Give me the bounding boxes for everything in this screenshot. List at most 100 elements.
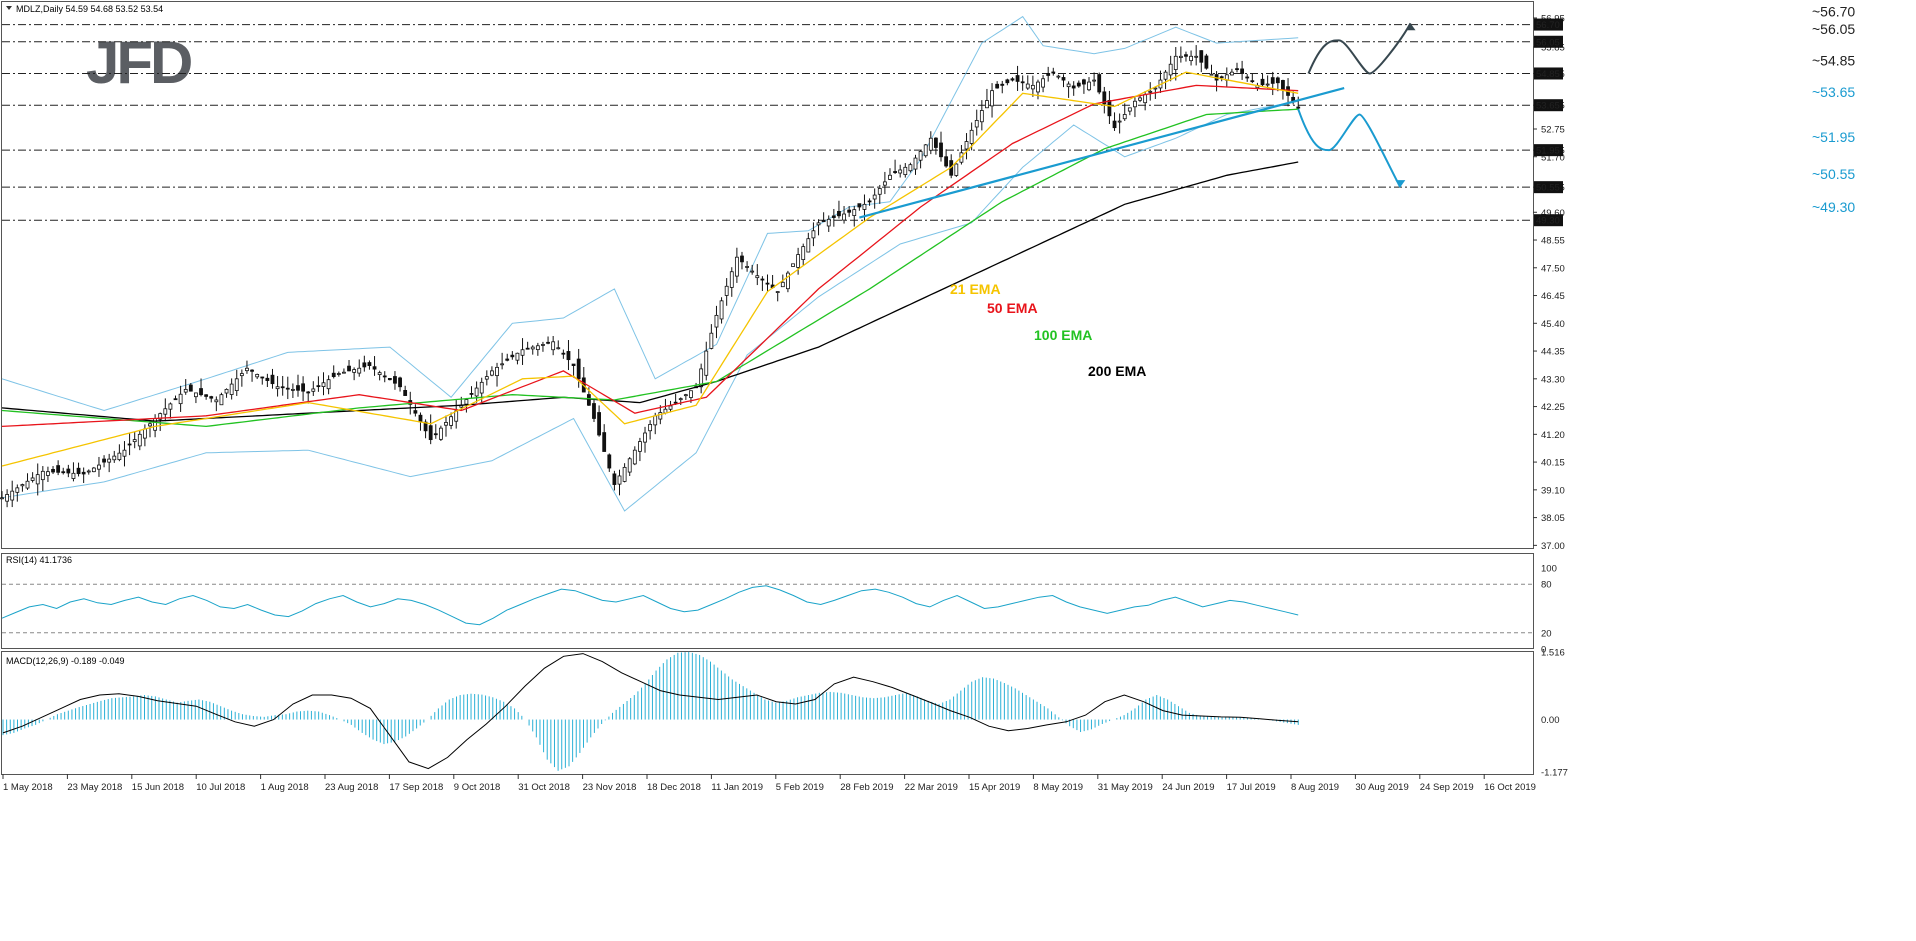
candle-body [898,169,903,174]
candle-body [97,464,101,470]
candle-body [1173,55,1178,70]
candle-body [796,254,801,268]
level-tag: ~50.55 [1812,166,1855,182]
candle-body [801,246,806,260]
bollinger-lower-line [1,100,1299,512]
candle-body [260,376,265,379]
rsi-axis-label: 0 [1541,645,1546,656]
candle-body [30,477,35,481]
level-price-box [1534,181,1563,194]
candle-body [347,365,351,372]
date-axis-label: 17 Sep 2018 [389,782,443,793]
candle-body [658,412,663,420]
candle-body [51,468,55,473]
price-axis-label: 38.05 [1541,513,1565,524]
candle-body [964,141,969,150]
price-axis-label: 49.60 [1541,208,1565,219]
candle-body [1235,68,1239,71]
date-axis-label: 24 Sep 2019 [1420,782,1474,793]
candle-body [1260,78,1265,86]
price-pane-frame [1,1,1534,549]
candle-body [1030,84,1035,90]
level-price-box [1534,144,1563,157]
candle-body [969,129,974,144]
candle-body [908,164,913,172]
candle-body [1163,71,1168,80]
candle-body [290,388,295,391]
candle-body [61,471,66,474]
candle-body [607,454,612,469]
candle-body [142,428,147,439]
candle-body [413,410,418,414]
candle-body [775,291,780,293]
candle-body [811,230,816,239]
candle-body [234,378,239,391]
price-axis-label: 41.20 [1541,430,1565,441]
candle-body [597,412,601,436]
candle-body [250,369,254,372]
candle-body [862,203,867,210]
candle-body [888,174,892,180]
candle-body [229,383,234,395]
candle-body [1041,78,1045,88]
candle-body [495,366,499,377]
candle-body [444,422,448,426]
level-price-box [1534,67,1563,80]
candle-body [1296,106,1301,109]
candle-body [117,452,122,461]
candle-body [653,415,658,426]
level-tag: ~51.95 [1812,129,1855,145]
candle-body [398,377,402,388]
candle-body [995,83,1000,89]
candle-body [1092,79,1097,82]
candle-body [668,405,673,410]
candle-body [423,421,428,432]
macd-pane-frame [1,651,1534,775]
date-axis-label: 30 Aug 2019 [1355,782,1408,793]
level-tag: ~53.65 [1812,84,1855,100]
date-axis-label: 1 Aug 2018 [261,782,309,793]
date-axis-label: 9 Oct 2018 [454,782,500,793]
candle-body [1112,120,1117,129]
date-axis-label: 8 May 2019 [1033,782,1083,793]
candle-body [357,367,362,374]
candle-body [188,384,193,392]
candle-body [132,439,137,443]
candle-body [76,467,81,475]
candle-body [1240,68,1245,74]
candle-body [678,398,683,401]
candle-body [719,300,724,320]
candle-body [1245,76,1250,79]
candle-body [331,372,336,378]
candle-body [1250,80,1255,83]
candle-body [586,394,591,406]
price-axis-label: 46.45 [1541,291,1565,302]
level-price-box-text: 56.70 [1536,20,1560,31]
candle-body [336,373,341,375]
candle-body [821,220,826,223]
candle-body [1025,83,1030,89]
projection-arrowhead-icon [1405,23,1416,31]
ema-label: 200 EMA [1088,363,1146,379]
price-axis-label: 52.75 [1541,124,1565,135]
rsi-axis-label: 20 [1541,628,1552,639]
price-axis-label: 55.85 [1541,43,1565,54]
candle-body [372,366,377,370]
candle-body [301,383,305,392]
candle-body [433,433,438,436]
candle-body [35,474,40,485]
candle-body [505,358,510,361]
candle-body [438,427,443,440]
candle-body [173,398,178,401]
candle-body [403,390,408,396]
rsi-axis-label: 80 [1541,580,1552,591]
level-price-box-text: 51.95 [1536,146,1560,157]
candle-body [377,372,382,376]
macd-title: MACD(12,26,9) -0.189 -0.049 [6,656,125,666]
candle-body [877,188,882,195]
candle-body [342,371,346,374]
candle-body [923,144,928,157]
candle-body [561,352,566,355]
candle-body [673,401,678,404]
level-price-box-text: 56.05 [1536,37,1560,48]
